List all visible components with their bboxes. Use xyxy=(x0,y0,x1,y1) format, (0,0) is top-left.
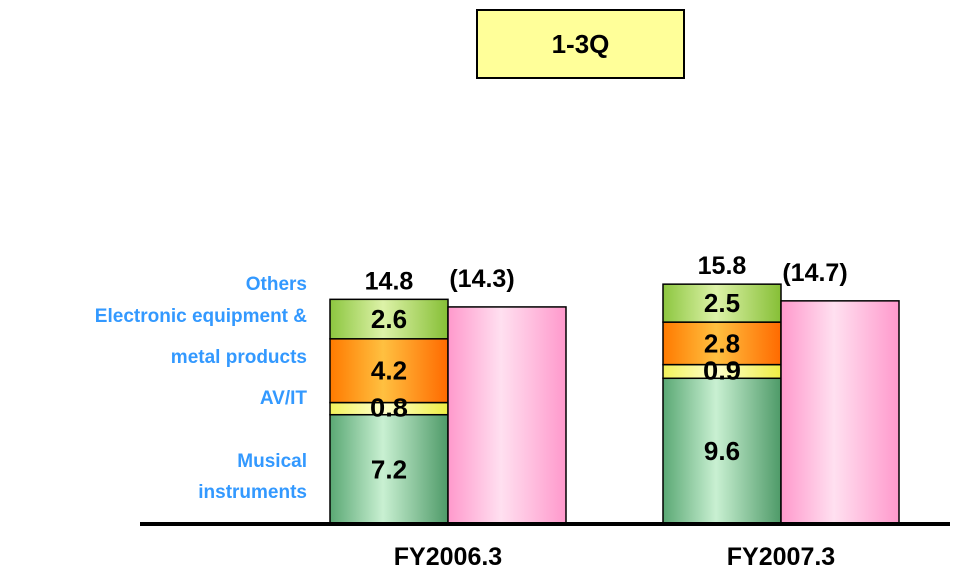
segment-value-label: 7.2 xyxy=(371,454,407,484)
comparison-value-label: (14.7) xyxy=(782,259,847,287)
bar-segment-musical-instruments-2 xyxy=(662,377,782,525)
comparison-bar-1 xyxy=(447,306,567,525)
comparison-bar-2 xyxy=(780,300,900,525)
segment-value-label: 0.8 xyxy=(370,393,408,423)
chart-title: 1-3Q xyxy=(476,9,685,79)
segment-value-label: 4.2 xyxy=(371,356,407,386)
series-label: metal products xyxy=(171,347,307,368)
series-label: Musical xyxy=(237,451,307,472)
x-tick-label: FY2007.3 xyxy=(727,543,835,571)
total-value-label: 15.8 xyxy=(698,252,747,280)
series-label: Others xyxy=(246,274,307,295)
bar-segment-electronic-equipment-2 xyxy=(662,321,782,366)
comparison-value-label: (14.3) xyxy=(449,265,514,293)
series-label: instruments xyxy=(198,482,307,503)
segment-value-label: 2.8 xyxy=(704,328,740,358)
series-label: Electronic equipment & xyxy=(95,306,307,327)
segment-value-label: 0.9 xyxy=(703,355,741,385)
segment-value-label: 2.5 xyxy=(704,288,740,318)
bar-segment-others-2 xyxy=(662,283,782,323)
x-tick-label: FY2006.3 xyxy=(394,543,502,571)
bar-segment-others-1 xyxy=(329,298,449,340)
segment-value-label: 9.6 xyxy=(704,436,740,466)
segment-value-label: 2.6 xyxy=(371,304,407,334)
total-value-label: 14.8 xyxy=(365,267,414,295)
series-label: AV/IT xyxy=(260,388,308,409)
